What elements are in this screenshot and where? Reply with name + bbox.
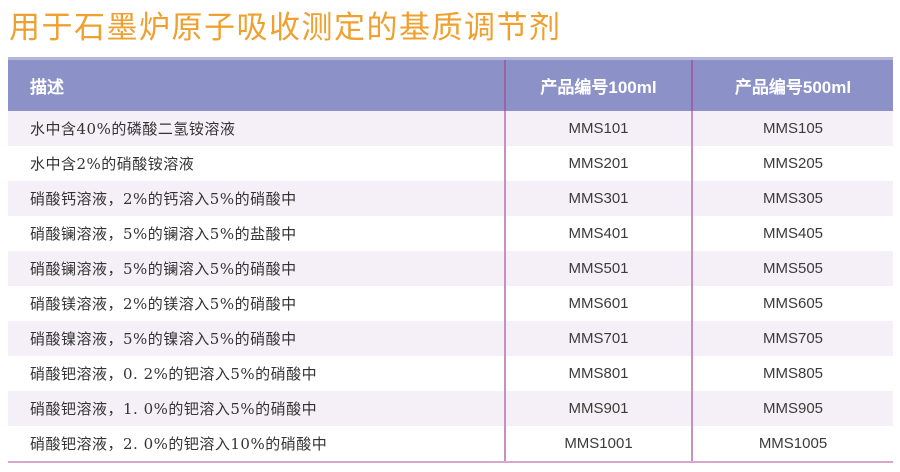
code-100ml-cell: MMS101: [504, 111, 692, 146]
table-row: 硝酸钯溶液，1. 0%的钯溶入5%的硝酸中 MMS901 MMS905: [8, 391, 893, 426]
table-row: 硝酸镧溶液，5%的镧溶入5%的盐酸中 MMS401 MMS405: [8, 216, 893, 251]
code-100ml-cell: MMS901: [504, 391, 692, 426]
description-cell: 硝酸钯溶液，1. 0%的钯溶入5%的硝酸中: [8, 391, 505, 426]
description-cell: 水中含2%的硝酸铵溶液: [8, 146, 505, 181]
description-cell: 水中含40%的磷酸二氢铵溶液: [8, 111, 505, 146]
code-500ml-cell: MMS405: [691, 216, 893, 251]
code-100ml-cell: MMS301: [504, 181, 692, 216]
table-row: 水中含2%的硝酸铵溶液 MMS201 MMS205: [8, 146, 893, 181]
description-cell: 硝酸钯溶液，2. 0%的钯溶入10%的硝酸中: [8, 426, 505, 463]
code-100ml-cell: MMS401: [504, 216, 692, 251]
code-500ml-cell: MMS905: [691, 391, 893, 426]
code-100ml-cell: MMS801: [504, 356, 692, 391]
table-row: 硝酸钯溶液，2. 0%的钯溶入10%的硝酸中 MMS1001 MMS1005: [8, 426, 893, 463]
page-title: 用于石墨炉原子吸收测定的基质调节剂: [9, 10, 562, 46]
description-cell: 硝酸镧溶液，5%的镧溶入5%的盐酸中: [8, 216, 505, 251]
code-500ml-cell: MMS705: [691, 321, 893, 356]
matrix-modifier-table: 描述 产品编号100ml 产品编号500ml 水中含40%的磷酸二氢铵溶液 MM…: [8, 57, 893, 463]
description-cell: 硝酸镧溶液，5%的镧溶入5%的硝酸中: [8, 251, 505, 286]
header-description: 描述: [8, 57, 505, 111]
description-cell: 硝酸镍溶液，5%的镍溶入5%的硝酸中: [8, 321, 505, 356]
code-500ml-cell: MMS605: [691, 286, 893, 321]
table-body: 水中含40%的磷酸二氢铵溶液 MMS101 MMS105 水中含2%的硝酸铵溶液…: [8, 111, 893, 463]
code-100ml-cell: MMS701: [504, 321, 692, 356]
table-row: 硝酸钯溶液，0. 2%的钯溶入5%的硝酸中 MMS801 MMS805: [8, 356, 893, 391]
description-cell: 硝酸钙溶液，2%的钙溶入5%的硝酸中: [8, 181, 505, 216]
code-500ml-cell: MMS1005: [691, 426, 893, 463]
code-500ml-cell: MMS205: [691, 146, 893, 181]
table-row: 硝酸钙溶液，2%的钙溶入5%的硝酸中 MMS301 MMS305: [8, 181, 893, 216]
table-header: 描述 产品编号100ml 产品编号500ml: [8, 57, 893, 111]
description-cell: 硝酸镁溶液，2%的镁溶入5%的硝酸中: [8, 286, 505, 321]
code-500ml-cell: MMS305: [691, 181, 893, 216]
code-500ml-cell: MMS505: [691, 251, 893, 286]
code-500ml-cell: MMS105: [691, 111, 893, 146]
header-code-100ml: 产品编号100ml: [504, 57, 692, 111]
code-100ml-cell: MMS1001: [504, 426, 692, 463]
code-100ml-cell: MMS201: [504, 146, 692, 181]
table-row: 硝酸镍溶液，5%的镍溶入5%的硝酸中 MMS701 MMS705: [8, 321, 893, 356]
description-cell: 硝酸钯溶液，0. 2%的钯溶入5%的硝酸中: [8, 356, 505, 391]
table-row: 硝酸镧溶液，5%的镧溶入5%的硝酸中 MMS501 MMS505: [8, 251, 893, 286]
code-500ml-cell: MMS805: [691, 356, 893, 391]
code-100ml-cell: MMS501: [504, 251, 692, 286]
header-code-500ml: 产品编号500ml: [691, 57, 893, 111]
code-100ml-cell: MMS601: [504, 286, 692, 321]
table-header-row: 描述 产品编号100ml 产品编号500ml: [8, 57, 893, 111]
table-row: 硝酸镁溶液，2%的镁溶入5%的硝酸中 MMS601 MMS605: [8, 286, 893, 321]
table-row: 水中含40%的磷酸二氢铵溶液 MMS101 MMS105: [8, 111, 893, 146]
